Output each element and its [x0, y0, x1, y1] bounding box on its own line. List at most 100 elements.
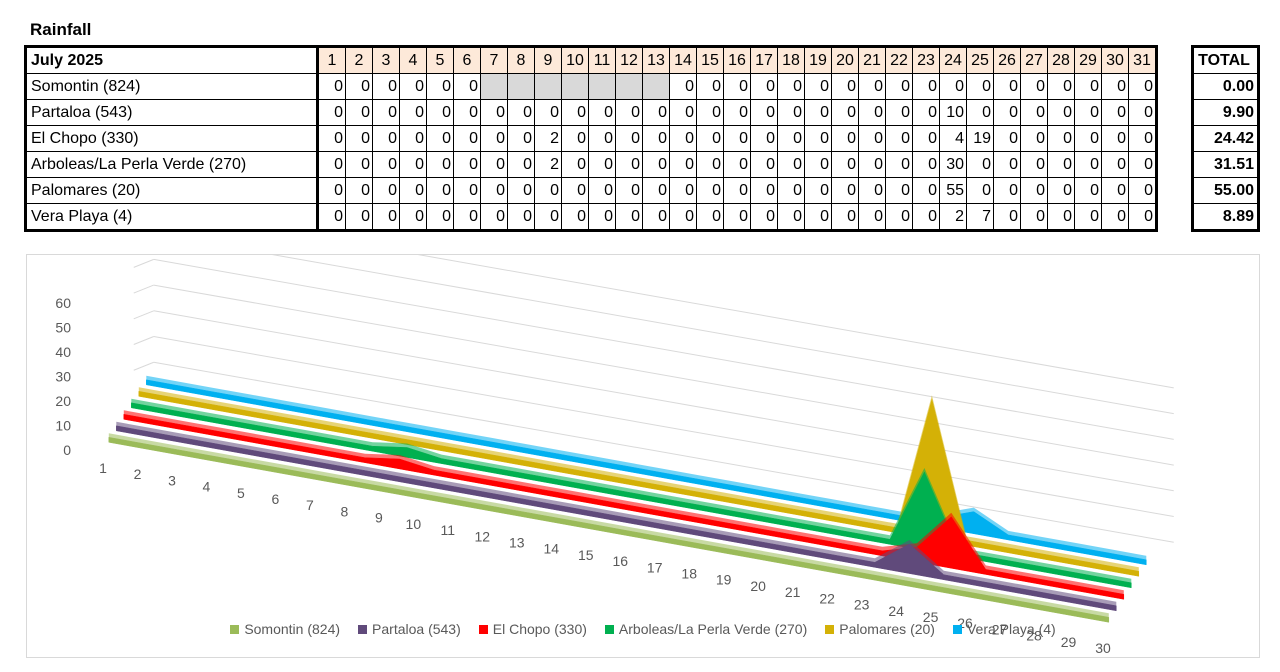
rain-cell: 0: [372, 73, 400, 100]
rain-cell: 0: [372, 99, 400, 126]
day-header: 22: [885, 45, 913, 74]
rain-cell: 0: [723, 73, 751, 100]
rain-cell: 0: [588, 203, 616, 232]
rain-cell: 0: [939, 73, 967, 100]
total-cell: 55.00: [1191, 177, 1260, 204]
rain-cell: 0: [317, 151, 346, 178]
rain-cell: 0: [453, 73, 481, 100]
rain-cell: 0: [534, 177, 562, 204]
rain-cell: 0: [669, 125, 697, 152]
rain-cell: 0: [642, 177, 670, 204]
rain-cell: 0: [642, 99, 670, 126]
rain-cell: 0: [885, 125, 913, 152]
rain-cell: 0: [399, 99, 427, 126]
rain-cell: 0: [1074, 125, 1102, 152]
total-cell: 24.42: [1191, 125, 1260, 152]
rain-cell: 0: [426, 125, 454, 152]
rain-cell: 0: [777, 99, 805, 126]
rain-cell: 0: [1047, 73, 1075, 100]
rain-cell: 0: [696, 125, 724, 152]
rain-cell: 0: [1074, 177, 1102, 204]
rain-cell: 0: [723, 177, 751, 204]
rain-cell: 0: [993, 73, 1021, 100]
rain-cell: [507, 73, 535, 100]
rain-cell: 0: [885, 99, 913, 126]
rain-cell: 0: [1047, 151, 1075, 178]
rain-cell: 0: [372, 177, 400, 204]
rain-cell: 0: [696, 151, 724, 178]
rain-cell: 0: [480, 177, 508, 204]
y-tick-label: 20: [55, 393, 71, 409]
y-tick-label: 60: [55, 295, 71, 311]
rain-cell: 0: [372, 203, 400, 232]
series-area: [116, 421, 1117, 612]
legend-swatch: [358, 625, 368, 634]
rain-cell: 0: [1101, 177, 1129, 204]
legend-label: Palomares (20): [839, 621, 935, 637]
rain-cell: 0: [317, 203, 346, 232]
rain-cell: 0: [669, 151, 697, 178]
rain-cell: 0: [831, 125, 859, 152]
rain-cell: 0: [345, 125, 373, 152]
rain-cell: 0: [453, 151, 481, 178]
rain-cell: 0: [858, 125, 886, 152]
rain-cell: 0: [804, 151, 832, 178]
rain-cell: 0: [642, 125, 670, 152]
rain-cell: 0: [507, 203, 535, 232]
day-header: 20: [831, 45, 859, 74]
table-row: Vera Playa (4) 0 0 0 0 0 0 0 0 0 0 0 0 0 0 0 0 0 0 0 0 0 0 0 2 7 0…: [24, 203, 1158, 232]
rain-cell: 0: [831, 203, 859, 232]
x-tick-label: 29: [1061, 634, 1077, 650]
series-area: [138, 387, 1140, 577]
rain-cell: 0: [1101, 125, 1129, 152]
y-tick-label: 30: [55, 369, 71, 385]
station-name: Arboleas/La Perla Verde (270): [24, 151, 319, 178]
rain-cell: 0: [1020, 151, 1048, 178]
legend-label: El Chopo (330): [492, 621, 587, 637]
legend-item: Vera Playa (4): [952, 621, 1056, 637]
rain-cell: 0: [317, 73, 346, 100]
rain-cell: 0: [399, 203, 427, 232]
table-header-row: July 2025 1 2 3 4 5 6 7 8 9 10 11 12 13 14 15 16 17 18 19 2…: [24, 45, 1158, 74]
rain-cell: 0: [966, 177, 994, 204]
x-tick-label: 16: [612, 553, 628, 569]
y-tick-label: 40: [55, 344, 71, 360]
rain-cell: [615, 73, 643, 100]
day-header: 1: [317, 45, 346, 74]
rain-cell: 0: [993, 203, 1021, 232]
x-tick-label: 11: [441, 522, 456, 538]
total-cell: 31.51: [1191, 151, 1260, 178]
day-header: 19: [804, 45, 832, 74]
day-header: 2: [345, 45, 373, 74]
rain-cell: 0: [858, 151, 886, 178]
rain-cell: 0: [831, 151, 859, 178]
rain-cell: 0: [885, 177, 913, 204]
rain-cell: 0: [669, 99, 697, 126]
rain-cell: 0: [1047, 99, 1075, 126]
x-tick-label: 21: [785, 584, 801, 600]
rain-cell: 0: [831, 99, 859, 126]
rain-cell: 0: [804, 125, 832, 152]
rain-cell: 0: [1047, 203, 1075, 232]
rain-cell: 0: [507, 177, 535, 204]
rain-cell: 0: [1047, 125, 1075, 152]
day-header: 13: [642, 45, 670, 74]
x-tick-label: 19: [716, 572, 732, 588]
legend-swatch: [478, 625, 488, 634]
rain-cell: 0: [345, 177, 373, 204]
rain-cell: 0: [534, 203, 562, 232]
rain-cell: 0: [561, 151, 589, 178]
rain-cell: 0: [831, 73, 859, 100]
day-header: 11: [588, 45, 616, 74]
rain-cell: 0: [507, 99, 535, 126]
day-header: 18: [777, 45, 805, 74]
day-header: 5: [426, 45, 454, 74]
x-tick-label: 28: [1026, 628, 1042, 644]
rain-cell: 0: [1074, 99, 1102, 126]
total-table: TOTAL 0.00 9.90 24.42 31.51 55.00 8.89: [1191, 45, 1260, 232]
y-tick-label: 50: [55, 320, 71, 336]
table-row: Palomares (20) 0 0 0 0 0 0 0 0 0 0 0 0 0 0 0 0 0 0 0 0 0 0 0 55 0…: [24, 177, 1158, 204]
series-area: [146, 375, 1147, 566]
rain-cell: 0: [777, 125, 805, 152]
rain-cell: 0: [750, 177, 778, 204]
